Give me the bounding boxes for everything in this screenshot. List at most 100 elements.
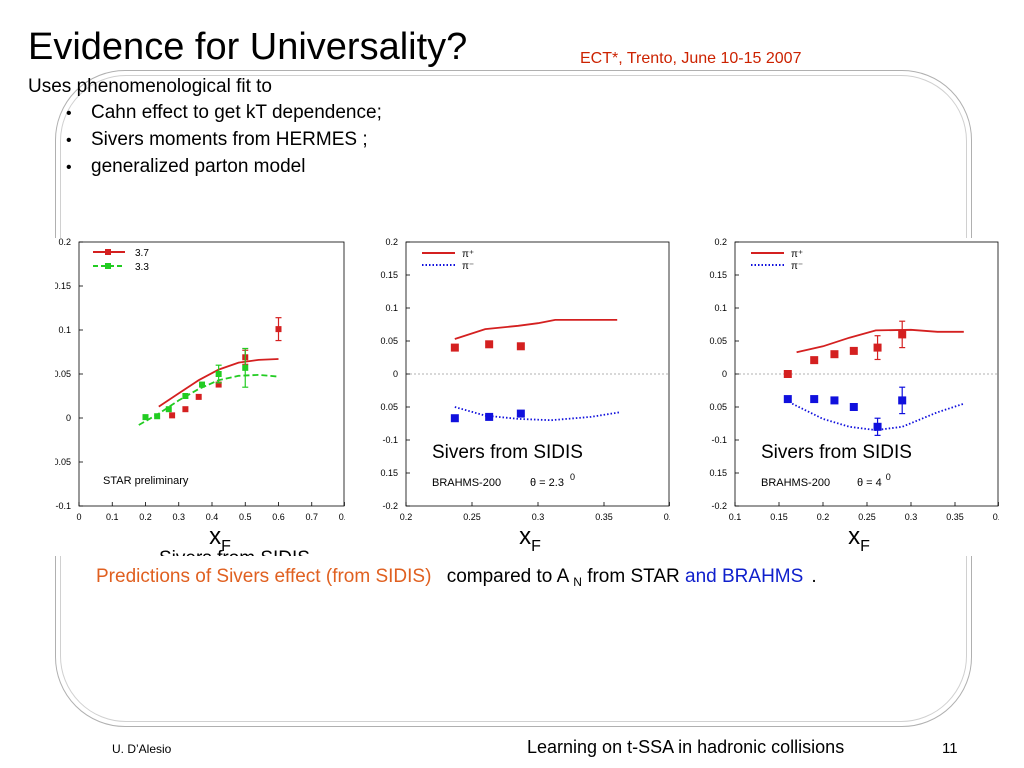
data-point — [242, 364, 249, 371]
data-point — [898, 396, 907, 405]
annotation-theta: θ = 2.3 0 — [530, 472, 575, 489]
x-tick-label: 0.2 — [400, 512, 413, 522]
data-point — [810, 395, 819, 404]
data-point — [182, 393, 189, 399]
y-tick-label: 0.15 — [380, 270, 398, 280]
x-tick-label: 0.3 — [532, 512, 545, 522]
data-point — [810, 356, 819, 365]
data-point — [142, 414, 149, 421]
x-tick-label: 0.3 — [172, 512, 185, 522]
x-tick-label: 0.7 — [305, 512, 318, 522]
x-tick-label: 0.4 — [664, 512, 670, 522]
caption-subscript: N — [573, 575, 582, 589]
x-axis-label: xF — [848, 523, 870, 555]
y-tick-label: 0.1 — [58, 325, 71, 335]
data-point — [830, 396, 839, 405]
x-tick-label: 0.15 — [770, 512, 788, 522]
y-tick-label: -0.05 — [55, 457, 71, 467]
caption-star: from STAR — [581, 566, 686, 587]
x-tick-label: 0.1 — [729, 512, 742, 522]
x-tick-label: 0.4 — [206, 512, 219, 522]
bullet-text: generalized parton model — [91, 156, 306, 177]
bullet-text: Sivers moments from HERMES ; — [91, 129, 368, 150]
y-tick-label: 0.15 — [709, 270, 727, 280]
data-point — [849, 346, 858, 355]
series-curve-0 — [796, 328, 964, 354]
data-point — [830, 350, 839, 359]
y-tick-label: 0.05 — [380, 336, 398, 346]
data-point — [165, 406, 172, 413]
chart-panel-star: 0 0.1 0.2 0.3 0.4 0.5 0.6 0.7 0.8 0.2 0.15 0.1 0.05 0… — [55, 238, 345, 556]
bullet-item: • Sivers moments from HERMES ; — [66, 128, 382, 155]
y-tick-label: -0.2 — [711, 501, 727, 511]
y-tick-label: 0 — [722, 369, 727, 379]
y-tick-label: -0.15 — [380, 468, 398, 478]
data-point — [873, 422, 882, 431]
data-point — [215, 371, 222, 377]
slide-subtitle: Uses phenomenological fit to — [28, 76, 272, 97]
data-point — [154, 413, 161, 420]
y-tick-label: 0 — [393, 369, 398, 379]
y-tick-label: -0.05 — [709, 402, 727, 412]
legend-marker-3.3 — [105, 263, 111, 269]
footer-page-number: 11 — [942, 740, 958, 757]
footer-talk-title: Learning on t-SSA in hadronic collisions — [527, 737, 845, 757]
y-tick-label: -0.1 — [382, 435, 398, 445]
data-point — [182, 406, 189, 413]
event-label: ECT*, Trento, June 10-15 2007 — [580, 50, 802, 67]
x-tick-label: 0.25 — [463, 512, 481, 522]
x-tick-label: 0.1 — [106, 512, 119, 522]
x-tick-label: 0.5 — [239, 512, 252, 522]
x-tick-label: 0.2 — [817, 512, 830, 522]
legend-label-pi-plus: π⁺ — [462, 249, 474, 260]
chart-brahms-23: 0.2 0.25 0.3 0.35 0.4 0.2 0.15 0.1 0.05 0 -0.05 -0.… — [380, 238, 670, 555]
chart-star: 0 0.1 0.2 0.3 0.4 0.5 0.6 0.7 0.8 0.2 0.15 0.1 0.05 0… — [55, 238, 345, 556]
figure-caption: Predictions of Sivers effect (from SIDIS… — [96, 566, 817, 589]
data-point — [450, 343, 459, 352]
data-point — [849, 403, 858, 411]
plot-frame — [734, 241, 999, 507]
data-point — [485, 412, 494, 421]
legend-label-pi-minus: π⁻ — [462, 261, 474, 272]
annotation-sivers: Sivers from SIDIS — [761, 442, 912, 463]
y-tick-label: -0.15 — [709, 468, 727, 478]
caption-predictions: Predictions of Sivers effect (from SIDIS… — [96, 566, 432, 587]
bullet-dot-icon: • — [66, 132, 72, 149]
y-tick-label: 0.2 — [385, 238, 398, 247]
footer-author: U. D’Alesio — [112, 742, 172, 756]
x-tick-label: 0.2 — [139, 512, 152, 522]
data-point — [215, 381, 222, 388]
caption-brahms: and BRAHMS — [685, 566, 804, 587]
y-tick-label: 0 — [66, 413, 71, 423]
y-tick-label: -0.2 — [382, 501, 398, 511]
plot-frame — [405, 241, 670, 507]
data-point — [516, 342, 525, 351]
data-point — [898, 330, 907, 339]
bullet-text: Cahn effect to get kT dependence; — [91, 102, 382, 123]
data-point — [783, 370, 792, 378]
y-tick-label: 0.1 — [385, 303, 398, 313]
data-point — [485, 340, 494, 349]
data-point — [169, 412, 176, 419]
series-curve-1 — [454, 406, 620, 422]
slide-title: Evidence for Universality? — [28, 26, 468, 68]
x-tick-label: 0.25 — [858, 512, 876, 522]
y-tick-label: 0.2 — [58, 238, 71, 247]
caption-period: . — [811, 566, 817, 587]
x-tick-label: 0.8 — [339, 512, 345, 522]
annotation-brahms: BRAHMS-200 — [761, 477, 830, 489]
legend-label-pi-minus: π⁻ — [791, 261, 803, 272]
caption-compared: compared to A — [446, 566, 570, 587]
y-tick-label: 0.05 — [55, 369, 71, 379]
data-point — [275, 326, 282, 333]
chart-panel-brahms-23: 0.2 0.25 0.3 0.35 0.4 0.2 0.15 0.1 0.05 0 -0.05 -0.… — [380, 238, 670, 556]
x-tick-label: 0 — [76, 512, 81, 522]
annotation-sivers: Sivers from SIDIS — [432, 442, 583, 463]
annotation-sivers: Sivers from SIDIS — [159, 548, 310, 556]
y-tick-label: 0.05 — [709, 336, 727, 346]
legend-label-pi-plus: π⁺ — [791, 249, 803, 260]
plot-area: 0 0.1 0.2 0.3 0.4 0.5 0.6 0.7 0.8 0.2 0.15 0.1 0.05 0… — [55, 238, 345, 522]
y-tick-label: 0.15 — [55, 281, 71, 291]
chart-panel-brahms-4: 0.1 0.15 0.2 0.25 0.3 0.35 0.4 0.2 0.15 0.1 0.05 0 -… — [709, 238, 999, 556]
